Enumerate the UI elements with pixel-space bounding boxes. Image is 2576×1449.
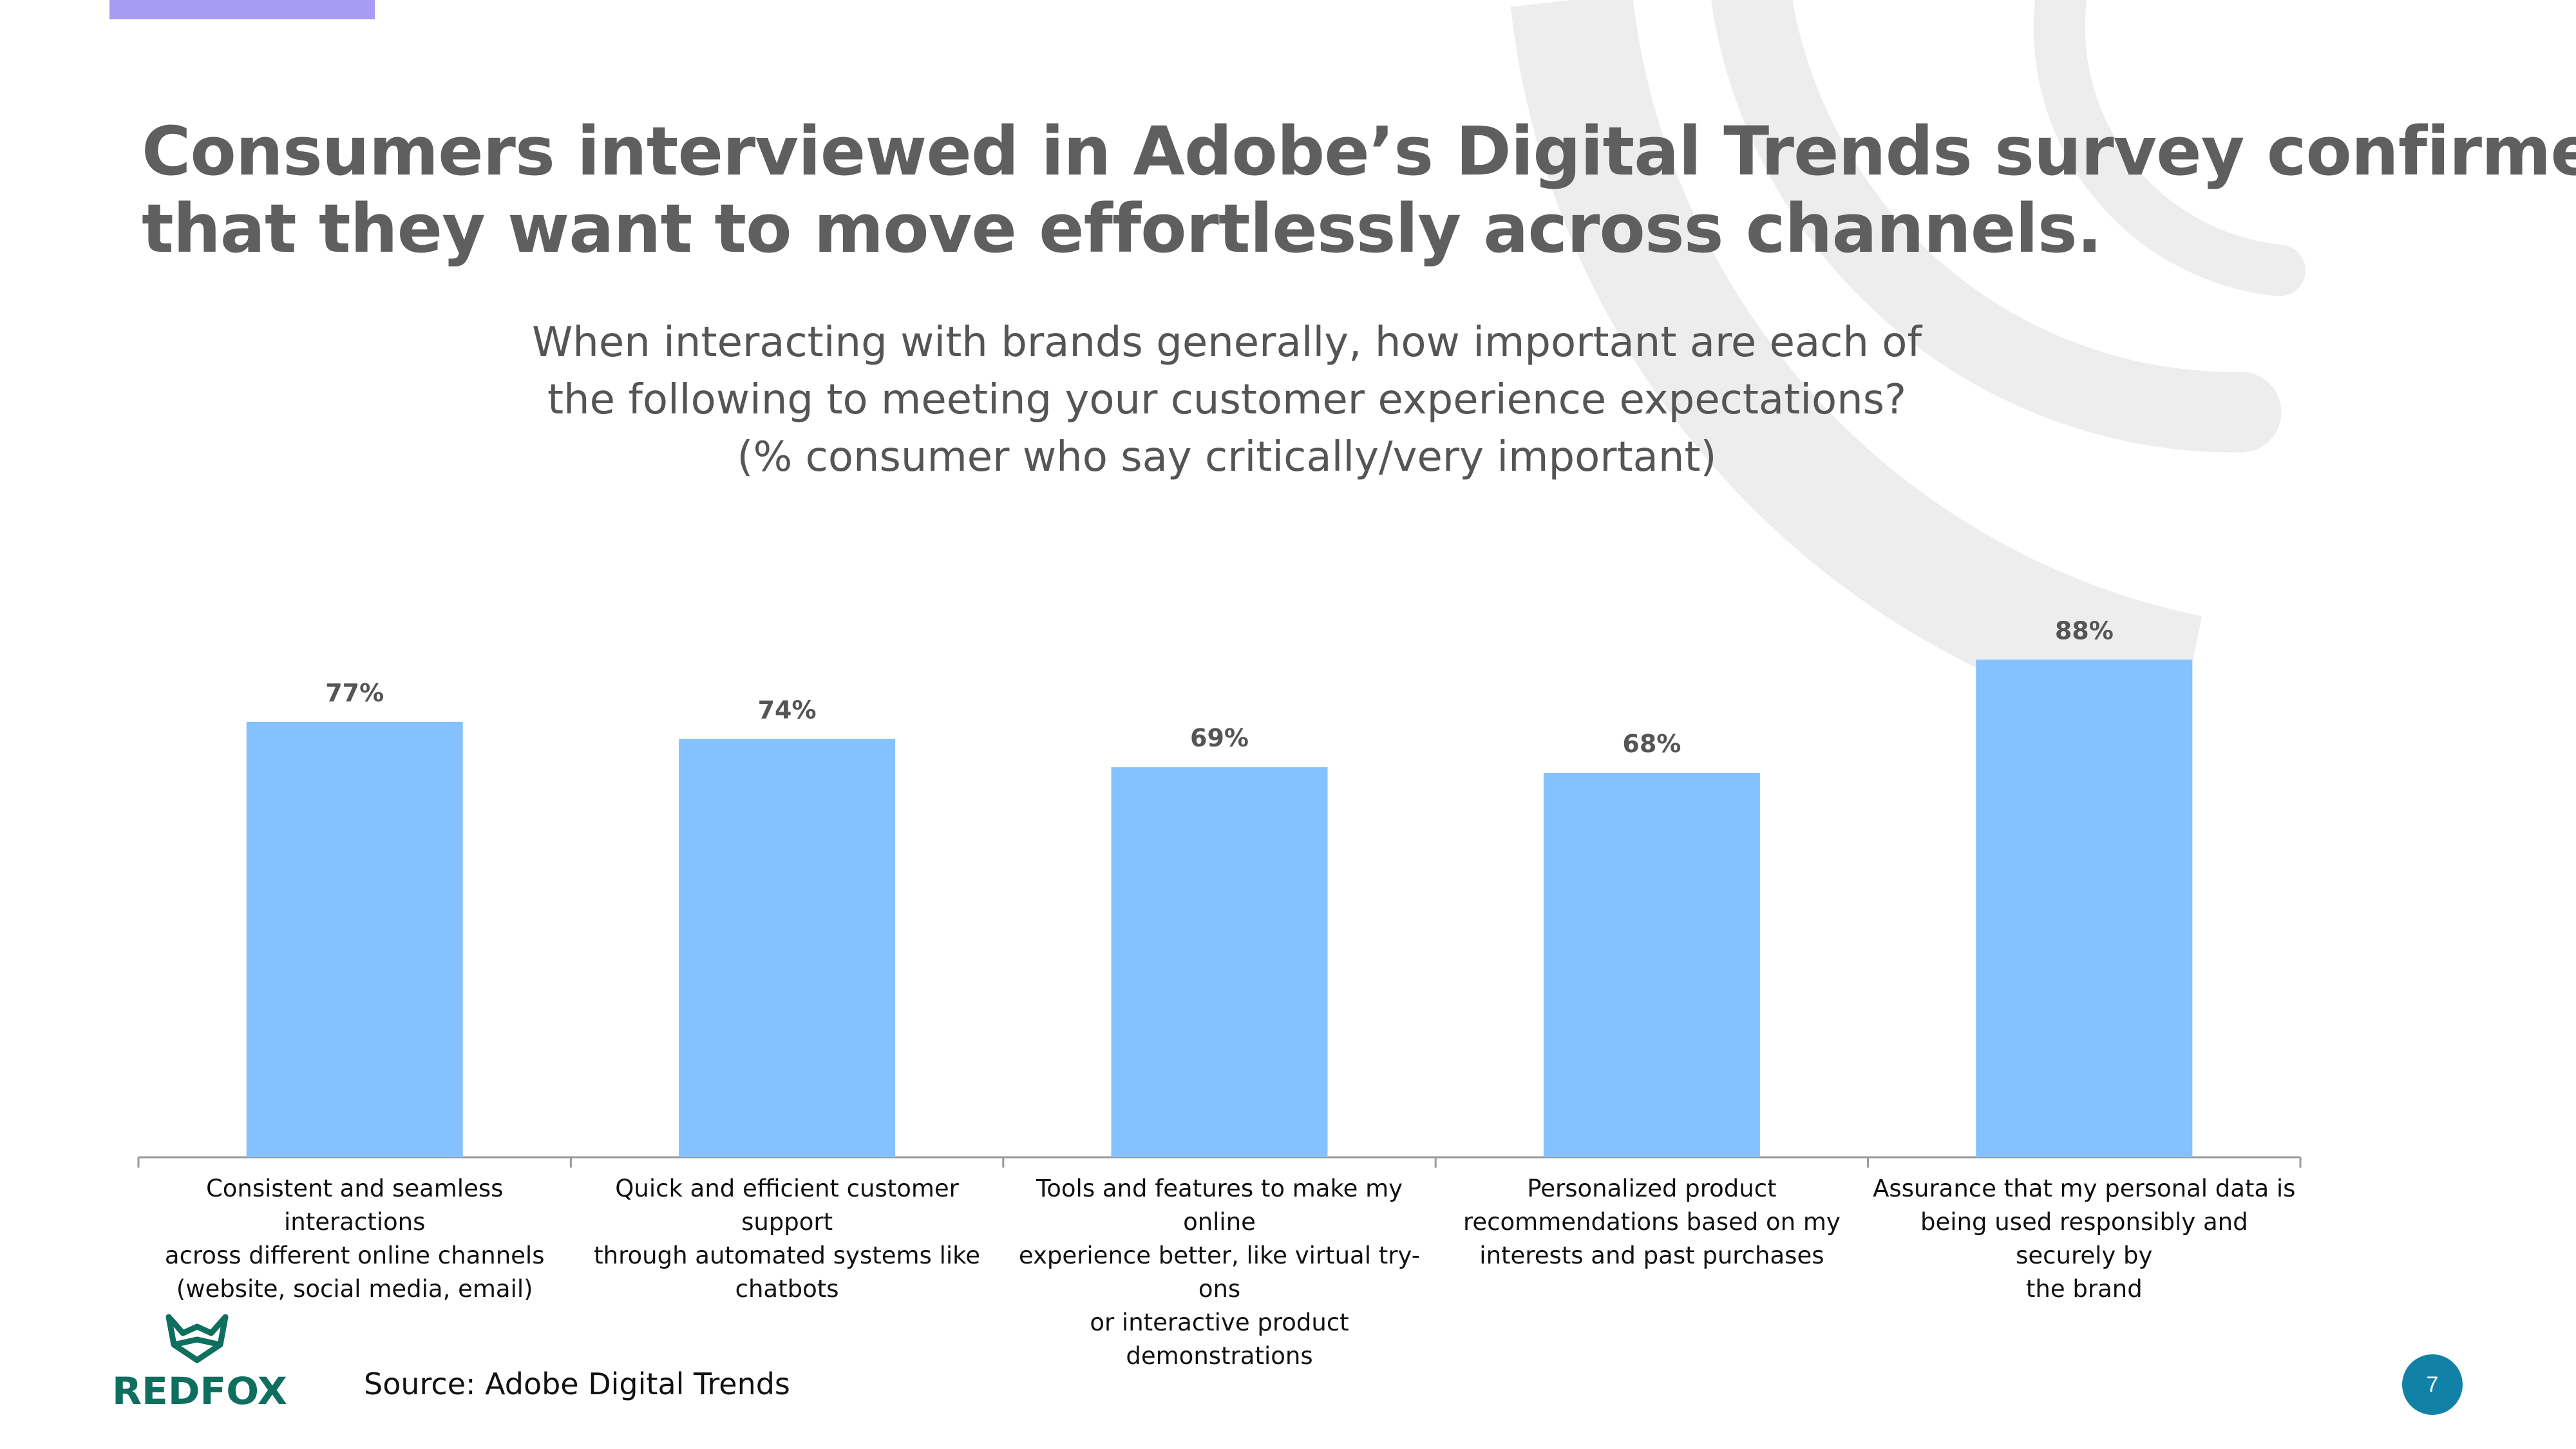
slide-title: Consumers interviewed in Adobe’s Digital… (142, 112, 2576, 268)
category-label: Assurance that my personal data is being … (1871, 1172, 2297, 1306)
category-label-line: chatbots (735, 1275, 839, 1303)
bar (1111, 767, 1328, 1157)
title-line: Consumers interviewed in Adobe’s Digital… (142, 112, 2576, 191)
category-label-line: interests and past purchases (1479, 1242, 1824, 1269)
logo-wordmark: REDFOX (112, 1369, 287, 1410)
chart-question: When interacting with brands generally, … (502, 314, 1951, 486)
category-label-line: Consistent and seamless interactions (205, 1175, 504, 1236)
fox-head-icon (166, 1314, 229, 1363)
bar (246, 721, 463, 1157)
data-label: 74% (758, 696, 817, 724)
category-label-line: or interactive product demonstrations (1090, 1309, 1349, 1370)
category-label-line: recommendations based on my (1463, 1208, 1841, 1236)
category-label-line: Personalized product (1527, 1175, 1777, 1202)
question-line: When interacting with brands generally, … (532, 319, 1922, 366)
category-label-line: through automated systems like (594, 1242, 981, 1269)
accent-bar (109, 0, 375, 19)
category-label-line: the brand (2025, 1275, 2143, 1303)
data-label: 68% (1622, 730, 1681, 758)
title-line: that they want to move effortlessly acro… (142, 189, 2102, 268)
page-number-badge: 7 (2402, 1354, 2463, 1415)
data-label: 77% (325, 679, 384, 707)
category-label-line: Tools and features to make my online (1036, 1175, 1403, 1236)
category-label: Consistent and seamless interactions acro… (142, 1172, 567, 1306)
question-line: (% consumer who say critically/very impo… (737, 433, 1717, 481)
bar (679, 739, 896, 1157)
question-line: the following to meeting your customer e… (547, 376, 1907, 424)
redfox-logo: REDFOX (112, 1314, 287, 1410)
category-label-line: across different online channels (164, 1242, 545, 1269)
category-label-line: (website, social media, email) (176, 1275, 533, 1303)
category-label-line: being used responsibly and securely by (1920, 1208, 2248, 1269)
source-note: Source: Adobe Digital Trends (364, 1367, 790, 1401)
category-label-line: Quick and efficient customer support (615, 1175, 959, 1236)
category-label-line: experience better, like virtual try-ons (1018, 1242, 1421, 1303)
bar (1976, 659, 2193, 1157)
category-label: Tools and features to make my online expe… (1007, 1172, 1432, 1373)
bar (1543, 772, 1760, 1157)
data-label: 69% (1190, 724, 1249, 752)
data-label: 88% (2055, 616, 2114, 645)
category-label: Quick and efficient customer support thro… (574, 1172, 999, 1306)
category-label-line: Assurance that my personal data is (1873, 1175, 2296, 1202)
category-label: Personalized product recommendations base… (1439, 1172, 1864, 1273)
